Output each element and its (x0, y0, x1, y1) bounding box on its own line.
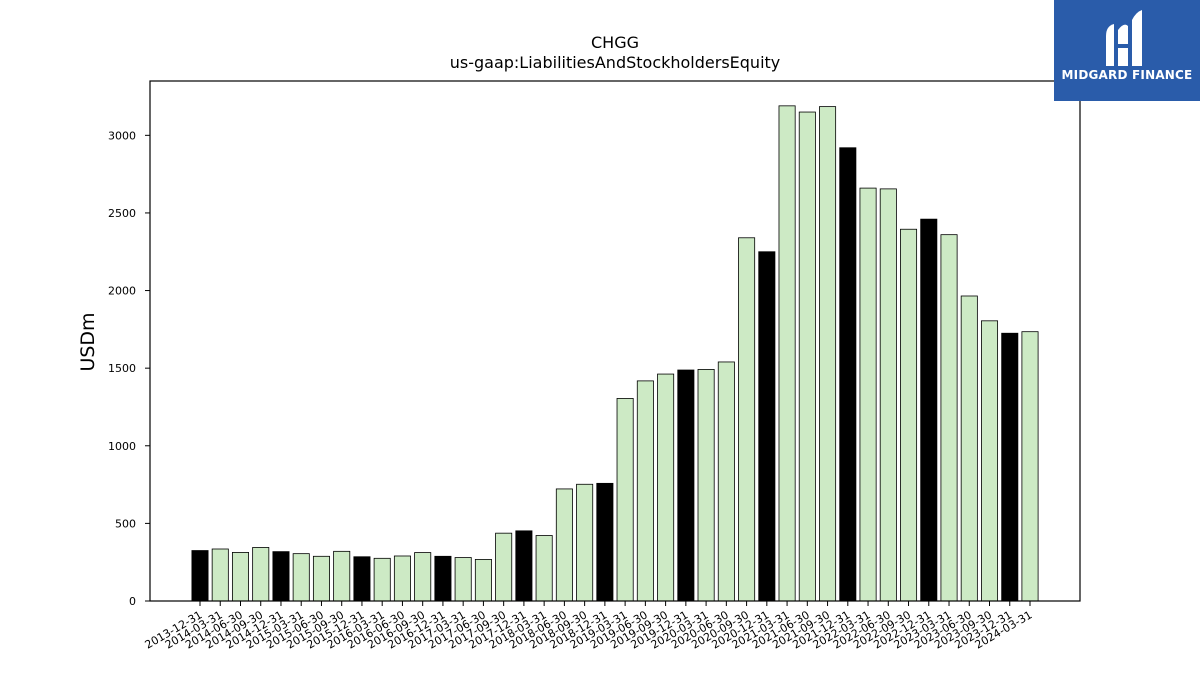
bar (252, 547, 270, 602)
bar (819, 106, 837, 602)
bar (333, 550, 351, 602)
bar (434, 555, 452, 602)
bar (211, 548, 229, 602)
bar (515, 530, 533, 602)
bar (657, 373, 675, 602)
bar (454, 557, 472, 602)
bar (616, 398, 634, 602)
bar (414, 552, 432, 602)
bar (474, 559, 492, 602)
bar (373, 557, 391, 602)
bar (312, 555, 330, 602)
bar (1021, 331, 1039, 602)
bar (697, 369, 715, 602)
plot-frame (149, 80, 1081, 602)
bar (940, 234, 958, 602)
bar (596, 482, 614, 602)
chart-subtitle: us-gaap:LiabilitiesAndStockholdersEquity (450, 53, 781, 72)
x-axis: 2013-12-312014-03-312014-06-302014-09-30… (143, 601, 1035, 652)
bar (758, 251, 776, 602)
bar (798, 111, 816, 602)
y-tick-label: 1000 (108, 440, 136, 453)
bar (981, 320, 999, 602)
bar (859, 187, 877, 602)
bar (879, 188, 897, 602)
bar (717, 361, 735, 602)
brand-logo: MIDGARD FINANCE (1054, 0, 1200, 101)
bar (495, 532, 513, 602)
bar (292, 553, 310, 602)
bar (535, 535, 553, 602)
y-tick-label: 2000 (108, 285, 136, 298)
bar (839, 147, 857, 602)
y-axis: 0 500 1000 1500 2000 2500 3000 (108, 129, 150, 608)
bar (576, 483, 594, 602)
bar (900, 228, 918, 602)
bar (1001, 332, 1019, 602)
bar (393, 555, 411, 602)
brand-logo-text: MIDGARD FINANCE (1061, 68, 1193, 82)
bar (353, 556, 371, 602)
bar (738, 237, 756, 602)
y-tick-label: 2500 (108, 207, 136, 220)
bar (231, 552, 249, 602)
y-tick-label: 0 (129, 595, 136, 608)
bar (778, 105, 796, 602)
bar (920, 218, 938, 602)
y-axis-label: USDm (77, 312, 99, 371)
bar (191, 550, 209, 602)
bar (272, 551, 290, 602)
bar (677, 369, 695, 602)
bar (960, 295, 978, 602)
y-tick-label: 3000 (108, 129, 136, 142)
bars-layer (191, 105, 1039, 602)
y-tick-label: 1500 (108, 362, 136, 375)
y-tick-label: 500 (115, 517, 136, 530)
midgard-logo-icon (1106, 10, 1142, 67)
chart-title: CHGG (591, 33, 639, 52)
bar (636, 380, 654, 602)
bar (555, 488, 573, 602)
